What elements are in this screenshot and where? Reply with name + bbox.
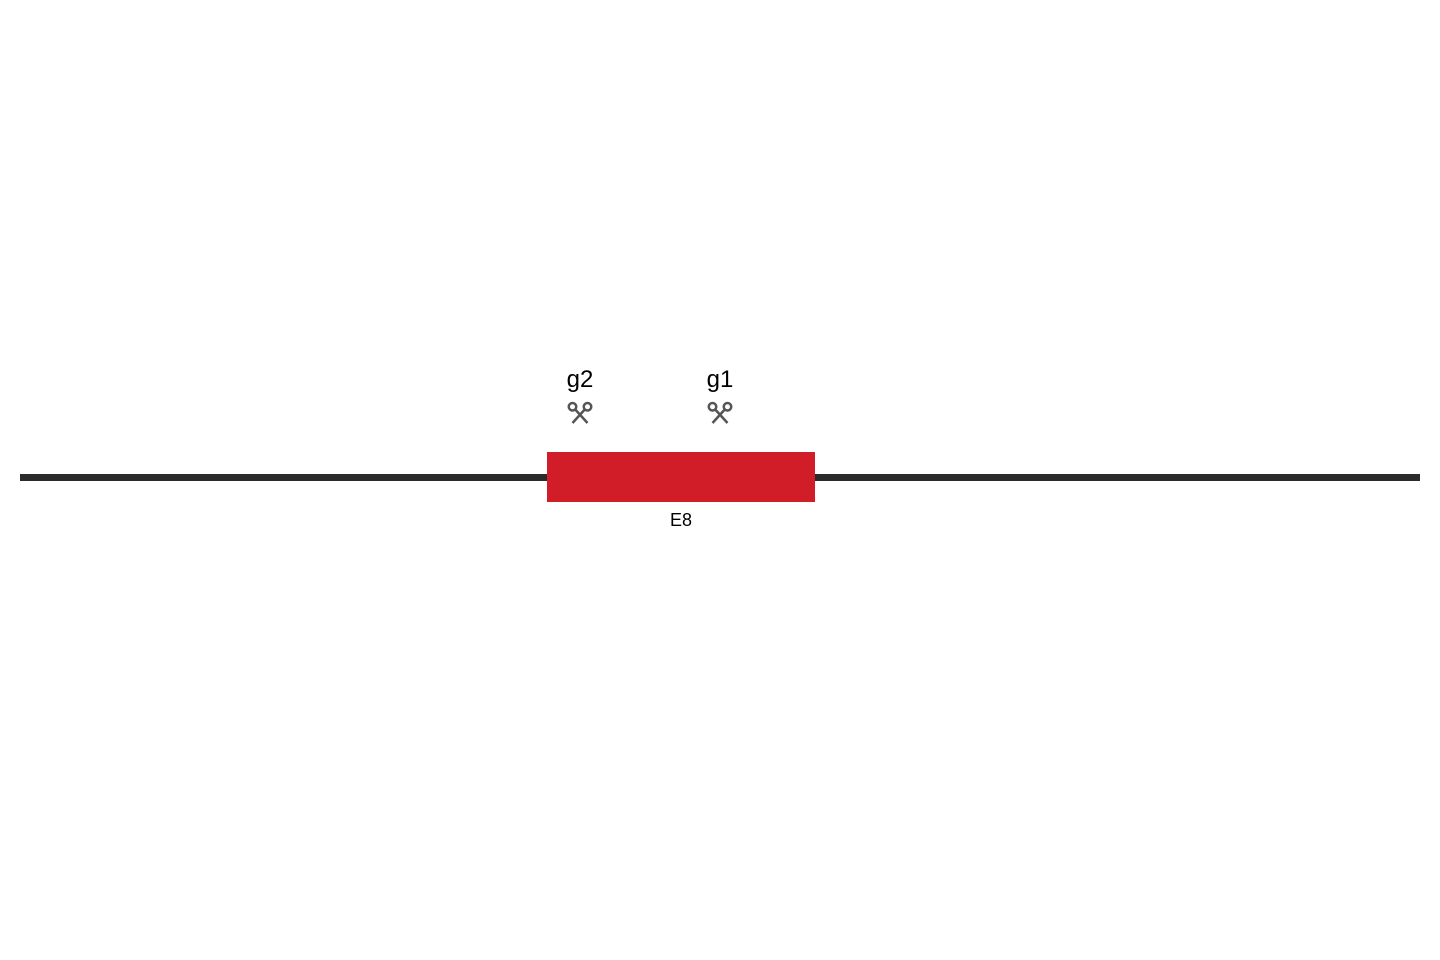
cut-site-g2-label: g2 [560,366,600,394]
cut-site-g1-label: g1 [700,366,740,394]
gene-diagram-canvas: E8 g2 g1 [0,0,1440,960]
exon-e8-label: E8 [547,510,815,531]
gene-line-right [815,474,1420,481]
gene-line-left [20,474,547,481]
scissors-icon [705,398,735,428]
scissors-icon [565,398,595,428]
exon-e8-rect [547,452,815,502]
